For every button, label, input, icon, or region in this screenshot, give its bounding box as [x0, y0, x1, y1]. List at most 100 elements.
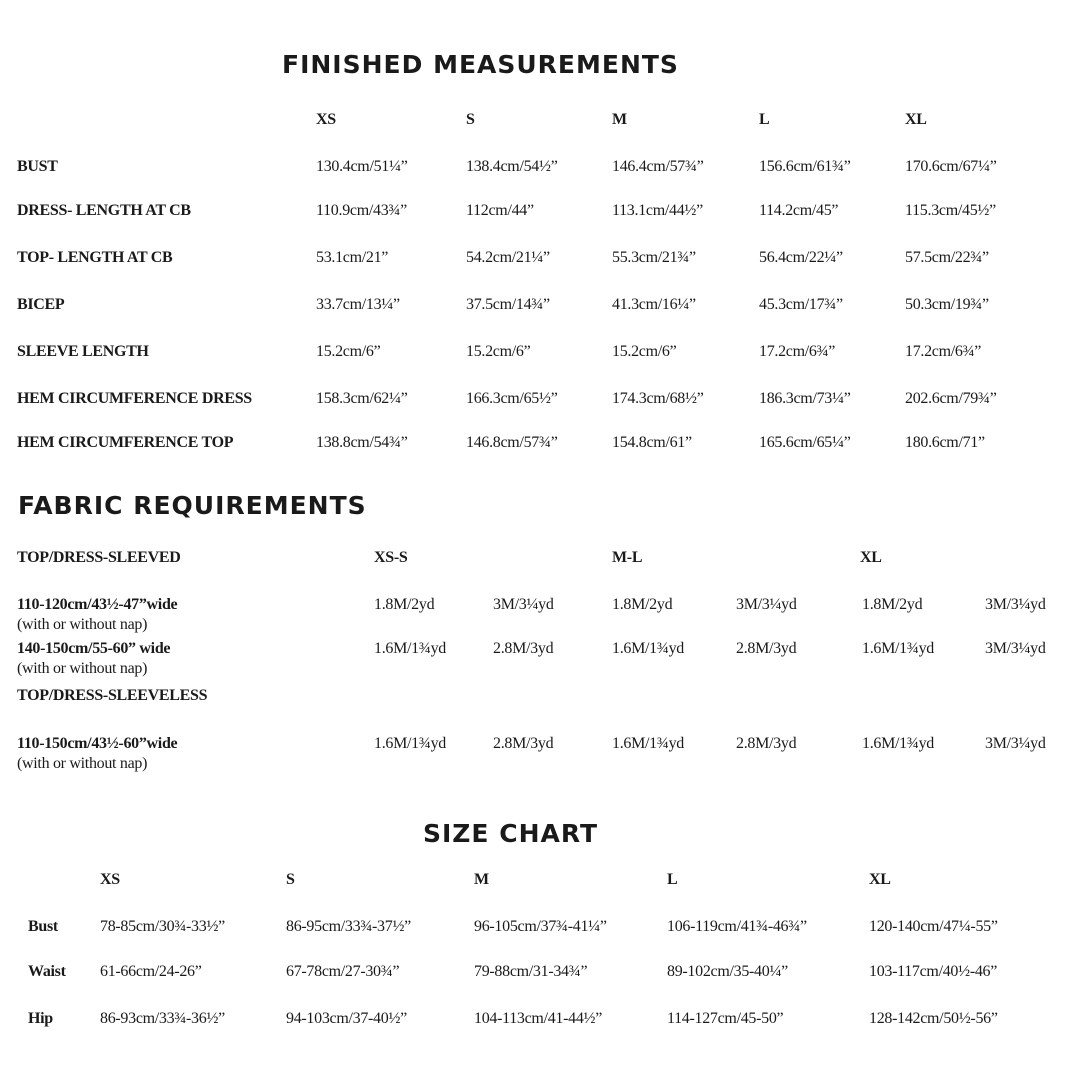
fabric-amount-cell: 3M/3¼yd: [985, 735, 1046, 752]
row-label: DRESS- LENGTH AT CB: [17, 202, 191, 219]
size-group-header: XS-S: [374, 549, 408, 566]
measurement-cell: 33.7cm/13¼”: [316, 296, 400, 313]
fabric-amount-cell: 3M/3¼yd: [985, 596, 1046, 613]
size-chart-cell: 86-95cm/33¾-37½”: [286, 918, 411, 935]
fabric-amount-cell: 1.6M/1¾yd: [862, 735, 934, 752]
row-label: BUST: [17, 158, 58, 175]
measurement-cell: 45.3cm/17¾”: [759, 296, 843, 313]
fabric-amount-cell: 2.8M/3yd: [736, 640, 797, 657]
measurement-cell: 112cm/44”: [466, 202, 534, 219]
fabric-amount-cell: 1.6M/1¾yd: [612, 735, 684, 752]
size-header: XL: [869, 871, 891, 888]
fabric-note: (with or without nap): [17, 755, 148, 772]
size-header: S: [286, 871, 295, 888]
fabric-requirements-title: FABRIC REQUIREMENTS: [18, 491, 367, 520]
size-chart-cell: 79-88cm/31-34¾”: [474, 963, 588, 980]
fabric-amount-cell: 1.8M/2yd: [862, 596, 923, 613]
row-label: TOP- LENGTH AT CB: [17, 249, 173, 266]
fabric-width-label: 110-120cm/43½-47”wide (with or without n…: [17, 596, 178, 633]
measurement-cell: 170.6cm/67¼”: [905, 158, 997, 175]
fabric-amount-cell: 3M/3¼yd: [985, 640, 1046, 657]
measurement-cell: 114.2cm/45”: [759, 202, 839, 219]
measurement-cell: 115.3cm/45½”: [905, 202, 996, 219]
fabric-width-label: 140-150cm/55-60” wide (with or without n…: [17, 640, 171, 677]
size-header: XL: [905, 111, 927, 128]
measurement-cell: 180.6cm/71”: [905, 434, 985, 451]
measurement-cell: 50.3cm/19¾”: [905, 296, 989, 313]
size-chart-cell: 67-78cm/27-30¾”: [286, 963, 400, 980]
size-chart-cell: 103-117cm/40½-46”: [869, 963, 998, 980]
fabric-amount-cell: 2.8M/3yd: [493, 640, 554, 657]
measurement-cell: 156.6cm/61¾”: [759, 158, 851, 175]
fabric-amount-cell: 1.8M/2yd: [612, 596, 673, 613]
measurement-cell: 138.4cm/54½”: [466, 158, 558, 175]
size-chart-cell: 78-85cm/30¾-33½”: [100, 918, 225, 935]
fabric-width-label: 110-150cm/43½-60”wide (with or without n…: [17, 735, 178, 772]
fabric-amount-cell: 1.8M/2yd: [374, 596, 435, 613]
row-label: HEM CIRCUMFERENCE DRESS: [17, 390, 252, 407]
measurement-cell: 158.3cm/62¼”: [316, 390, 408, 407]
measurement-cell: 15.2cm/6”: [466, 343, 531, 360]
size-chart-cell: 104-113cm/41-44½”: [474, 1010, 603, 1027]
measurement-cell: 54.2cm/21¼”: [466, 249, 550, 266]
measurement-cell: 56.4cm/22¼”: [759, 249, 843, 266]
measurement-cell: 41.3cm/16¼”: [612, 296, 696, 313]
fabric-note: (with or without nap): [17, 616, 148, 633]
size-header: M: [612, 111, 627, 128]
size-group-header: M-L: [612, 549, 643, 566]
measurement-cell: 57.5cm/22¾”: [905, 249, 989, 266]
measurement-cell: 146.4cm/57¾”: [612, 158, 704, 175]
measurement-cell: 55.3cm/21¾”: [612, 249, 696, 266]
measurement-cell: 113.1cm/44½”: [612, 202, 703, 219]
fabric-amount-cell: 2.8M/3yd: [493, 735, 554, 752]
measurement-cell: 17.2cm/6¾”: [905, 343, 982, 360]
fabric-amount-cell: 1.6M/1¾yd: [374, 735, 446, 752]
size-chart-cell: 114-127cm/45-50”: [667, 1010, 784, 1027]
row-label: HEM CIRCUMFERENCE TOP: [17, 434, 234, 451]
measurement-cell: 130.4cm/51¼”: [316, 158, 408, 175]
sleeved-label: TOP/DRESS-SLEEVED: [17, 549, 181, 566]
measurement-cell: 186.3cm/73¼”: [759, 390, 851, 407]
fabric-amount-cell: 1.6M/1¾yd: [862, 640, 934, 657]
fabric-amount-cell: 1.6M/1¾yd: [612, 640, 684, 657]
fabric-amount-cell: 2.8M/3yd: [736, 735, 797, 752]
size-chart-cell: 120-140cm/47¼-55”: [869, 918, 998, 935]
measurement-cell: 166.3cm/65½”: [466, 390, 558, 407]
finished-measurements-title: FINISHED MEASUREMENTS: [282, 50, 679, 79]
fabric-amount-cell: 1.6M/1¾yd: [374, 640, 446, 657]
measurement-cell: 53.1cm/21”: [316, 249, 389, 266]
measurement-cell: 174.3cm/68½”: [612, 390, 704, 407]
body-measure-label: Waist: [28, 963, 66, 980]
measurement-cell: 138.8cm/54¾”: [316, 434, 408, 451]
size-header: M: [474, 871, 489, 888]
size-chart-cell: 106-119cm/41¾-46¾”: [667, 918, 807, 935]
size-header: L: [759, 111, 770, 128]
sleeveless-label: TOP/DRESS-SLEEVELESS: [17, 687, 208, 704]
body-measure-label: Bust: [28, 918, 58, 935]
measurement-cell: 15.2cm/6”: [316, 343, 381, 360]
size-chart-cell: 96-105cm/37¾-41¼”: [474, 918, 607, 935]
size-chart-cell: 128-142cm/50½-56”: [869, 1010, 998, 1027]
size-header: S: [466, 111, 475, 128]
measurement-cell: 17.2cm/6¾”: [759, 343, 836, 360]
measurement-cell: 154.8cm/61”: [612, 434, 692, 451]
size-chart-cell: 61-66cm/24-26”: [100, 963, 202, 980]
size-chart-title: SIZE CHART: [423, 819, 599, 848]
measurement-cell: 165.6cm/65¼”: [759, 434, 851, 451]
size-header: L: [667, 871, 678, 888]
size-chart-cell: 86-93cm/33¾-36½”: [100, 1010, 225, 1027]
fabric-amount-cell: 3M/3¼yd: [493, 596, 554, 613]
size-chart-cell: 94-103cm/37-40½”: [286, 1010, 407, 1027]
measurement-cell: 37.5cm/14¾”: [466, 296, 550, 313]
size-header: XS: [100, 871, 120, 888]
size-chart-cell: 89-102cm/35-40¼”: [667, 963, 788, 980]
measurement-cell: 15.2cm/6”: [612, 343, 677, 360]
fabric-amount-cell: 3M/3¼yd: [736, 596, 797, 613]
size-group-header: XL: [860, 549, 882, 566]
row-label: BICEP: [17, 296, 65, 313]
measurement-cell: 146.8cm/57¾”: [466, 434, 558, 451]
measurement-cell: 202.6cm/79¾”: [905, 390, 997, 407]
row-label: SLEEVE LENGTH: [17, 343, 149, 360]
body-measure-label: Hip: [28, 1010, 53, 1027]
fabric-note: (with or without nap): [17, 660, 148, 677]
